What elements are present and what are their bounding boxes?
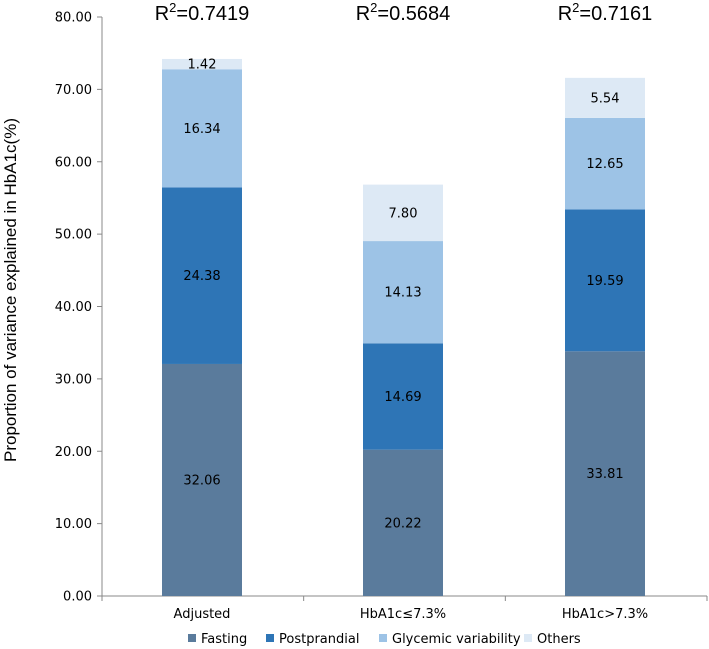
legend-swatch [188, 634, 196, 642]
y-tick-label: 30.00 [55, 372, 92, 387]
bars [162, 58, 645, 596]
bar-segment-others [363, 184, 443, 242]
data-label: 14.69 [384, 390, 421, 405]
y-tick-label: 80.00 [55, 11, 92, 26]
bar-segment-glycemic-variability [363, 241, 443, 344]
data-label: 1.42 [188, 58, 217, 73]
legend-label: Glycemic variability [392, 632, 521, 647]
segment-labels: 32.06 24.38 16.34 1.42 20.22 14.69 14.13 7.80 33… [183, 58, 623, 532]
bar-segment-glycemic-variability [162, 69, 242, 188]
data-label: 33.81 [586, 467, 623, 482]
data-label: 32.06 [183, 473, 220, 488]
data-label: 20.22 [384, 516, 421, 531]
legend-swatch [266, 634, 274, 642]
y-tick-label: 50.00 [55, 228, 92, 243]
x-tick-label: HbA1c≤7.3% [360, 607, 446, 622]
legend: Fasting Postprandial Glycemic variability O… [188, 632, 581, 647]
data-label: 24.38 [183, 269, 220, 284]
bar-segment-others [162, 58, 242, 70]
y-tick-label: 70.00 [55, 83, 92, 98]
x-tick-label: HbA1c>7.3% [562, 607, 648, 622]
x-axis: Adjusted HbA1c≤7.3% HbA1c>7.3% [101, 595, 708, 622]
legend-label: Others [537, 632, 581, 647]
legend-label: Fasting [201, 632, 247, 647]
bar-segment-glycemic-variability [565, 117, 645, 210]
y-axis-title: Proportion of variance explained in HbA1… [1, 118, 20, 462]
x-tick-label: Adjusted [174, 607, 231, 622]
data-label: 19.59 [586, 274, 623, 289]
data-label: 7.80 [389, 206, 418, 221]
r-squared-annotations: R2=0.7419 R2=0.5684 R2=0.7161 [155, 0, 653, 25]
y-axis: 0.00 10.00 20.00 30.00 40.00 50.00 60.00 70.00 8… [55, 11, 103, 605]
data-label: 16.34 [183, 122, 220, 137]
data-label: 5.54 [591, 91, 620, 106]
y-tick-label: 10.00 [55, 517, 92, 532]
legend-swatch [379, 634, 387, 642]
r-squared-label: R2=0.5684 [356, 0, 451, 25]
data-label: 14.13 [384, 286, 421, 301]
bar-segment-postprandial [363, 343, 443, 450]
y-tick-label: 20.00 [55, 445, 92, 460]
bar-segment-fasting [363, 449, 443, 596]
r-squared-label: R2=0.7161 [558, 0, 653, 25]
legend-label: Postprandial [279, 632, 359, 647]
bar-segment-postprandial [162, 187, 242, 364]
bar-segment-others [565, 77, 645, 118]
data-label: 12.65 [586, 157, 623, 172]
r-squared-label: R2=0.7419 [155, 0, 250, 25]
bar-segment-fasting [162, 363, 242, 596]
y-tick-label: 0.00 [63, 590, 92, 605]
bar-segment-fasting [565, 351, 645, 596]
y-tick-label: 60.00 [55, 155, 92, 170]
bar-segment-postprandial [565, 209, 645, 352]
legend-swatch [524, 634, 532, 642]
y-tick-label: 40.00 [55, 300, 92, 315]
